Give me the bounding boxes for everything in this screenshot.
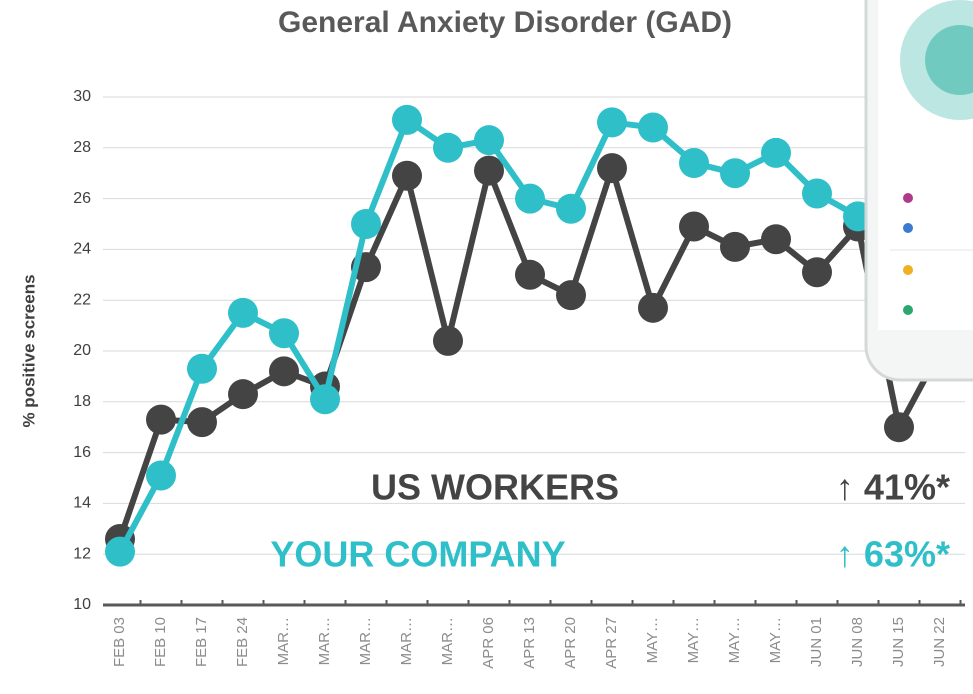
phone-icon (903, 223, 913, 233)
x-tick-label: FEB 10 (152, 617, 169, 667)
x-tick-label: MAY… (767, 617, 784, 663)
data-point (556, 280, 586, 310)
data-point (228, 379, 258, 409)
x-tick-label: MAR… (316, 617, 333, 665)
x-tick-label: APR 27 (603, 617, 620, 669)
data-point (146, 405, 176, 435)
y-tick-label: 28 (73, 139, 91, 156)
y-tick-label: 30 (73, 88, 91, 105)
x-tick-label: MAY… (726, 617, 743, 663)
series-name: US WORKERS (371, 467, 619, 508)
data-point (802, 257, 832, 287)
x-tick-label: FEB 03 (111, 617, 128, 667)
data-point (638, 293, 668, 323)
y-tick-label: 12 (73, 545, 91, 562)
data-point (638, 112, 668, 142)
data-point (351, 209, 381, 239)
chart-title: General Anxiety Disorder (GAD) (278, 6, 732, 39)
x-tick-label: MAR… (357, 617, 374, 665)
y-tick-label: 16 (73, 444, 91, 461)
x-tick-label: MAR… (275, 617, 292, 665)
data-point (105, 537, 135, 567)
x-tick-label: JUN 01 (808, 617, 825, 667)
y-tick-label: 26 (73, 190, 91, 207)
data-point (269, 356, 299, 386)
x-tick-label: FEB 24 (234, 617, 251, 667)
data-point (187, 407, 217, 437)
y-axis-label: % positive screens (19, 274, 38, 427)
phone-image (866, 0, 973, 380)
data-point (433, 326, 463, 356)
x-tick-label: JUN 22 (931, 617, 948, 667)
x-tick-label: JUN 15 (890, 617, 907, 667)
data-point (761, 138, 791, 168)
page: {"chart_data": {"type": "line", "title":… (0, 0, 973, 694)
y-tick-label: 20 (73, 342, 91, 359)
data-point (392, 161, 422, 191)
x-tick-label: MAY… (685, 617, 702, 663)
y-tick-label: 18 (73, 393, 91, 410)
data-point (310, 384, 340, 414)
series-change: ↑ 41%* (836, 467, 950, 508)
data-point (146, 460, 176, 490)
data-point (679, 212, 709, 242)
data-point (474, 125, 504, 155)
data-point (515, 184, 545, 214)
series-change: ↑ 63%* (836, 534, 950, 575)
data-point (720, 158, 750, 188)
data-point (884, 412, 914, 442)
x-tick-label: MAY… (644, 617, 661, 663)
x-tick-label: APR 06 (480, 617, 497, 669)
data-point (228, 298, 258, 328)
data-point (720, 232, 750, 262)
data-point (556, 194, 586, 224)
data-point (187, 354, 217, 384)
data-point (597, 107, 627, 137)
y-tick-label: 24 (73, 241, 91, 258)
x-tick-label: APR 20 (562, 617, 579, 669)
x-tick-label: APR 13 (521, 617, 538, 669)
y-tick-label: 10 (73, 596, 91, 613)
y-tick-label: 22 (73, 291, 91, 308)
y-tick-label: 14 (73, 495, 91, 512)
data-point (269, 318, 299, 348)
x-tick-label: FEB 17 (193, 617, 210, 667)
data-point (761, 224, 791, 254)
annotations: US WORKERS ↑ 41%* YOUR COMPANY ↑ 63%* (270, 467, 950, 575)
data-point (597, 153, 627, 183)
data-point (679, 148, 709, 178)
x-tick-label: MAR… (439, 617, 456, 665)
data-point (802, 179, 832, 209)
phone-icon (903, 265, 913, 275)
x-tick-label: MAR… (398, 617, 415, 665)
series-name: YOUR COMPANY (270, 534, 565, 575)
chart: General Anxiety Disorder (GAD) % positiv… (0, 0, 973, 694)
phone-icon (903, 305, 913, 315)
data-point (433, 133, 463, 163)
data-point (515, 260, 545, 290)
data-point (392, 105, 422, 135)
phone-icon (903, 193, 913, 203)
x-tick-label: JUN 08 (849, 617, 866, 667)
